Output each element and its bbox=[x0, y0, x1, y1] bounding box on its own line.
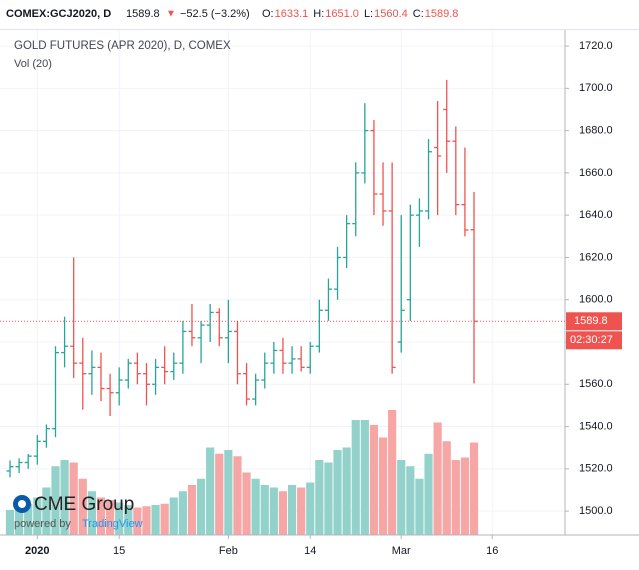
volume-bar bbox=[60, 460, 69, 535]
volume-bar bbox=[151, 505, 160, 535]
volume-bar bbox=[433, 422, 442, 535]
volume-bar bbox=[451, 460, 460, 535]
volume-bar bbox=[378, 437, 388, 535]
countdown: 02:30:27 bbox=[570, 334, 613, 346]
x-tick-label: 15 bbox=[113, 545, 125, 557]
x-tick-label: 2020 bbox=[25, 545, 49, 557]
ohlc-value: 1633.1 bbox=[275, 8, 309, 20]
y-tick-label: 1520.0 bbox=[579, 463, 613, 475]
volume-bar bbox=[178, 491, 187, 535]
volume-bar bbox=[133, 507, 142, 535]
volume-bar bbox=[251, 478, 260, 535]
bars bbox=[6, 79, 478, 478]
volume-bar bbox=[187, 485, 197, 535]
volume-bar bbox=[424, 453, 433, 535]
volume-bar bbox=[160, 503, 169, 535]
x-tick-label: Mar bbox=[392, 545, 411, 557]
volume-bar bbox=[15, 507, 24, 535]
volume-bar bbox=[42, 487, 51, 535]
logo-name: CME Group bbox=[34, 494, 134, 515]
logo-icon-inner bbox=[18, 500, 26, 508]
ohlc-label: L: bbox=[364, 8, 373, 20]
change: −52.5 (−3.2%) bbox=[180, 8, 250, 20]
volume-bar bbox=[33, 497, 42, 535]
last-price-label: 1589.8 bbox=[574, 315, 608, 327]
volume-bar bbox=[297, 487, 306, 535]
ohlc-value: 1560.4 bbox=[374, 8, 408, 20]
volume-bar bbox=[196, 478, 206, 535]
volume-bar bbox=[215, 453, 224, 535]
x-tick-label: Feb bbox=[219, 545, 238, 557]
volume bbox=[5, 410, 479, 535]
last: 1589.8 bbox=[126, 8, 160, 20]
volume-bar bbox=[406, 466, 415, 535]
volume-bar bbox=[115, 502, 124, 535]
volume-bar bbox=[442, 441, 451, 535]
volume-bar bbox=[269, 487, 278, 535]
volume-bar bbox=[242, 472, 251, 535]
volume-bar bbox=[24, 503, 33, 535]
x-tick-label: 14 bbox=[304, 545, 316, 557]
y-tick-label: 1660.0 bbox=[579, 167, 613, 179]
volume-bar bbox=[169, 497, 178, 535]
grid: 1500.01520.01540.01560.01580.01600.01620… bbox=[0, 30, 613, 557]
volume-bar bbox=[78, 478, 87, 535]
y-tick-label: 1540.0 bbox=[579, 420, 613, 432]
title: GOLD FUTURES (APR 2020), D, COMEX bbox=[14, 40, 231, 52]
volume-bar bbox=[96, 497, 106, 535]
volume-bar bbox=[315, 460, 324, 535]
subtitle: Vol (20) bbox=[14, 58, 52, 70]
y-tick-label: 1560.0 bbox=[579, 378, 613, 390]
volume-bar bbox=[278, 491, 288, 535]
symbol: COMEX:GCJ2020, D bbox=[6, 8, 111, 20]
last-price-box bbox=[566, 312, 622, 331]
volume-bar bbox=[360, 420, 369, 535]
y-tick-label: 1700.0 bbox=[579, 82, 613, 94]
logo: CME Group powered by TradingView bbox=[13, 494, 143, 530]
y-tick-label: 1620.0 bbox=[579, 251, 613, 263]
volume-bar bbox=[260, 485, 269, 535]
volume-bar bbox=[351, 420, 360, 535]
ohlc-value: 1651.0 bbox=[325, 8, 359, 20]
volume-bar bbox=[124, 505, 133, 535]
overlay: 1589.8 02:30:27 bbox=[0, 312, 622, 350]
volume-bar bbox=[206, 447, 215, 535]
volume-bar bbox=[460, 457, 470, 535]
volume-bar bbox=[5, 510, 15, 535]
volume-bar bbox=[397, 460, 406, 535]
brand: TradingView bbox=[82, 518, 143, 530]
volume-bar bbox=[105, 500, 115, 535]
y-tick-label: 1720.0 bbox=[579, 40, 613, 52]
x-tick-label: 16 bbox=[486, 545, 498, 557]
y-tick-label: 1500.0 bbox=[579, 505, 613, 517]
volume-bar bbox=[142, 506, 151, 535]
countdown-box bbox=[566, 331, 622, 350]
arrow: ▼ bbox=[166, 9, 176, 20]
volume-bar bbox=[306, 482, 315, 535]
volume-bar bbox=[469, 442, 479, 535]
y-tick-label: 1600.0 bbox=[579, 294, 613, 306]
volume-bar bbox=[69, 462, 78, 535]
ohlc-label: C: bbox=[413, 8, 424, 20]
ohlc-label: O: bbox=[262, 8, 274, 20]
volume-bar bbox=[51, 466, 60, 535]
volume-bar bbox=[333, 450, 342, 535]
volume-bar bbox=[224, 450, 233, 535]
volume-bar bbox=[233, 456, 242, 535]
powered-by: powered by bbox=[14, 518, 71, 530]
volume-bar bbox=[87, 491, 96, 535]
volume-bar bbox=[287, 485, 297, 535]
volume-bar bbox=[342, 447, 351, 535]
y-tick-label: 1680.0 bbox=[579, 125, 613, 137]
ohlc-legend: O: 1633.1 H: 1651.0 L: 1560.4 C: 1589.8 bbox=[262, 8, 458, 20]
y-tick-label: 1640.0 bbox=[579, 209, 613, 221]
ohlc-value: 1589.8 bbox=[425, 8, 459, 20]
volume-bar bbox=[369, 425, 379, 535]
volume-bar bbox=[324, 462, 333, 535]
volume-bar bbox=[388, 410, 397, 535]
ohlc-label: H: bbox=[313, 8, 324, 20]
volume-bar bbox=[415, 478, 424, 535]
